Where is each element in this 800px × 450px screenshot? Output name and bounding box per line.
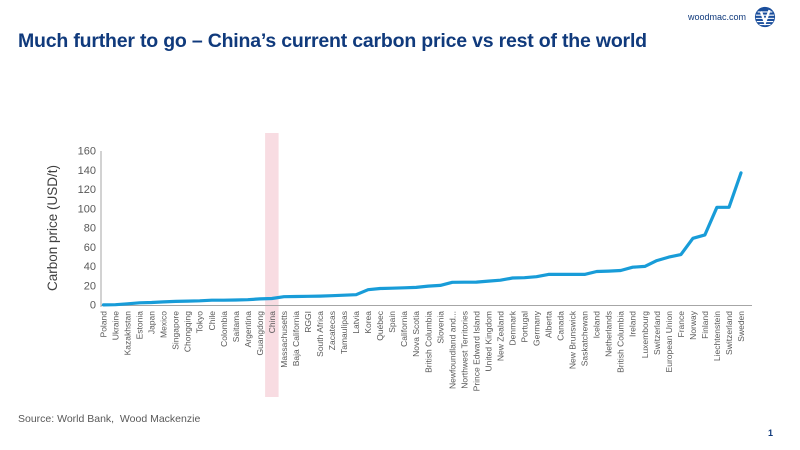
x-tick-label: Japan [147, 311, 157, 334]
y-tick-label: 140 [78, 165, 96, 177]
carbon-price-line [101, 171, 743, 307]
x-tick-label: China [267, 311, 277, 333]
x-tick-label: Denmark [508, 310, 518, 345]
x-tick-label: Saitama [231, 311, 241, 342]
y-tick-label: 120 [78, 184, 96, 196]
page-number: 1 [767, 428, 773, 438]
y-tick-label: 80 [84, 223, 96, 235]
x-tick-label: Massachusetts [279, 311, 289, 368]
x-tick-label: British Columbia [616, 311, 626, 373]
x-tick-label: European Union [664, 311, 674, 373]
x-tick-label: Switzerland [724, 311, 734, 355]
x-tick-label: Colombia [219, 311, 229, 347]
y-axis-title: Carbon price (USD/t) [45, 165, 60, 291]
x-tick-label: Québec [375, 310, 385, 341]
x-tick-label: Guangdong [255, 311, 265, 356]
y-tick-label: 20 [84, 280, 96, 292]
logo-check-mark [759, 9, 771, 26]
x-tick-label: RGGI [303, 311, 313, 333]
x-tick-label: Baja California [291, 311, 301, 367]
x-tick-label: Luxembourg [640, 311, 650, 359]
x-tick-label: Spain [387, 311, 397, 333]
x-tick-label: New Zealand [495, 311, 505, 361]
y-tick-label: 40 [84, 261, 96, 273]
woodmac-link[interactable]: woodmac.com [687, 12, 746, 22]
x-tick-label: Newfoundland and... [447, 311, 457, 389]
x-tick-label: Zacatecas [327, 311, 337, 350]
x-tick-label: Kazakhstan [123, 311, 133, 356]
x-tick-label: Iceland [592, 311, 602, 339]
x-tick-label: Latvia [351, 311, 361, 334]
x-tick-label: Switzerland [652, 311, 662, 355]
y-tick-label: 0 [90, 300, 96, 312]
x-tick-label: Portugal [520, 311, 530, 343]
x-tick-label: Chile [207, 311, 217, 331]
x-tick-label: United Kingdom [483, 311, 493, 371]
x-tick-label: Tokyo [195, 311, 205, 333]
x-tick-label: Tamaulipas [339, 311, 349, 354]
x-tick-label: Chongqing [183, 311, 193, 352]
x-tick-label: South Africa [315, 311, 325, 357]
china-highlight-band [265, 133, 279, 397]
x-tick-label: Saskatchewan [580, 311, 590, 367]
x-tick-label: Canada [556, 311, 566, 341]
x-tick-label: Mexico [159, 311, 169, 338]
x-tick-label: Singapore [171, 311, 181, 350]
woodmac-logo [754, 6, 776, 28]
x-tick-label: Poland [99, 311, 109, 338]
x-tick-label: Nova Scotia [411, 311, 421, 357]
x-tick-label: France [676, 311, 686, 338]
x-tick-label: Alberta [544, 311, 554, 338]
x-tick-label: Slovenia [435, 311, 445, 344]
x-tick-label: Norway [688, 310, 698, 340]
x-tick-label: New Brunswick [568, 310, 578, 369]
y-tick-label: 160 [78, 146, 96, 158]
y-tick-label: 60 [84, 242, 96, 254]
x-tick-label: Ukraine [111, 311, 121, 341]
x-tick-label: Germany [532, 310, 542, 346]
x-tick-label: British Columbia [423, 311, 433, 373]
x-tick-label: Finland [700, 311, 710, 339]
x-tick-label: Liechtenstein [712, 311, 722, 361]
x-tick-label: Ireland [628, 311, 638, 337]
x-tick-label: Netherlands [604, 311, 614, 357]
source-note: Source: World Bank, Wood Mackenzie [18, 413, 201, 425]
x-tick-label: Northwest Territories [459, 311, 469, 389]
slide-title: Much further to go – China’s current car… [18, 30, 647, 52]
x-tick-label: Argentina [243, 311, 253, 348]
x-tick-label: Prince Edward Island [471, 311, 481, 392]
x-tick-label: Estonia [135, 311, 145, 340]
y-tick-label: 100 [78, 203, 96, 215]
x-tick-label: Korea [363, 311, 373, 334]
x-tick-label: Sweden [736, 311, 746, 342]
x-tick-label: California [399, 311, 409, 347]
